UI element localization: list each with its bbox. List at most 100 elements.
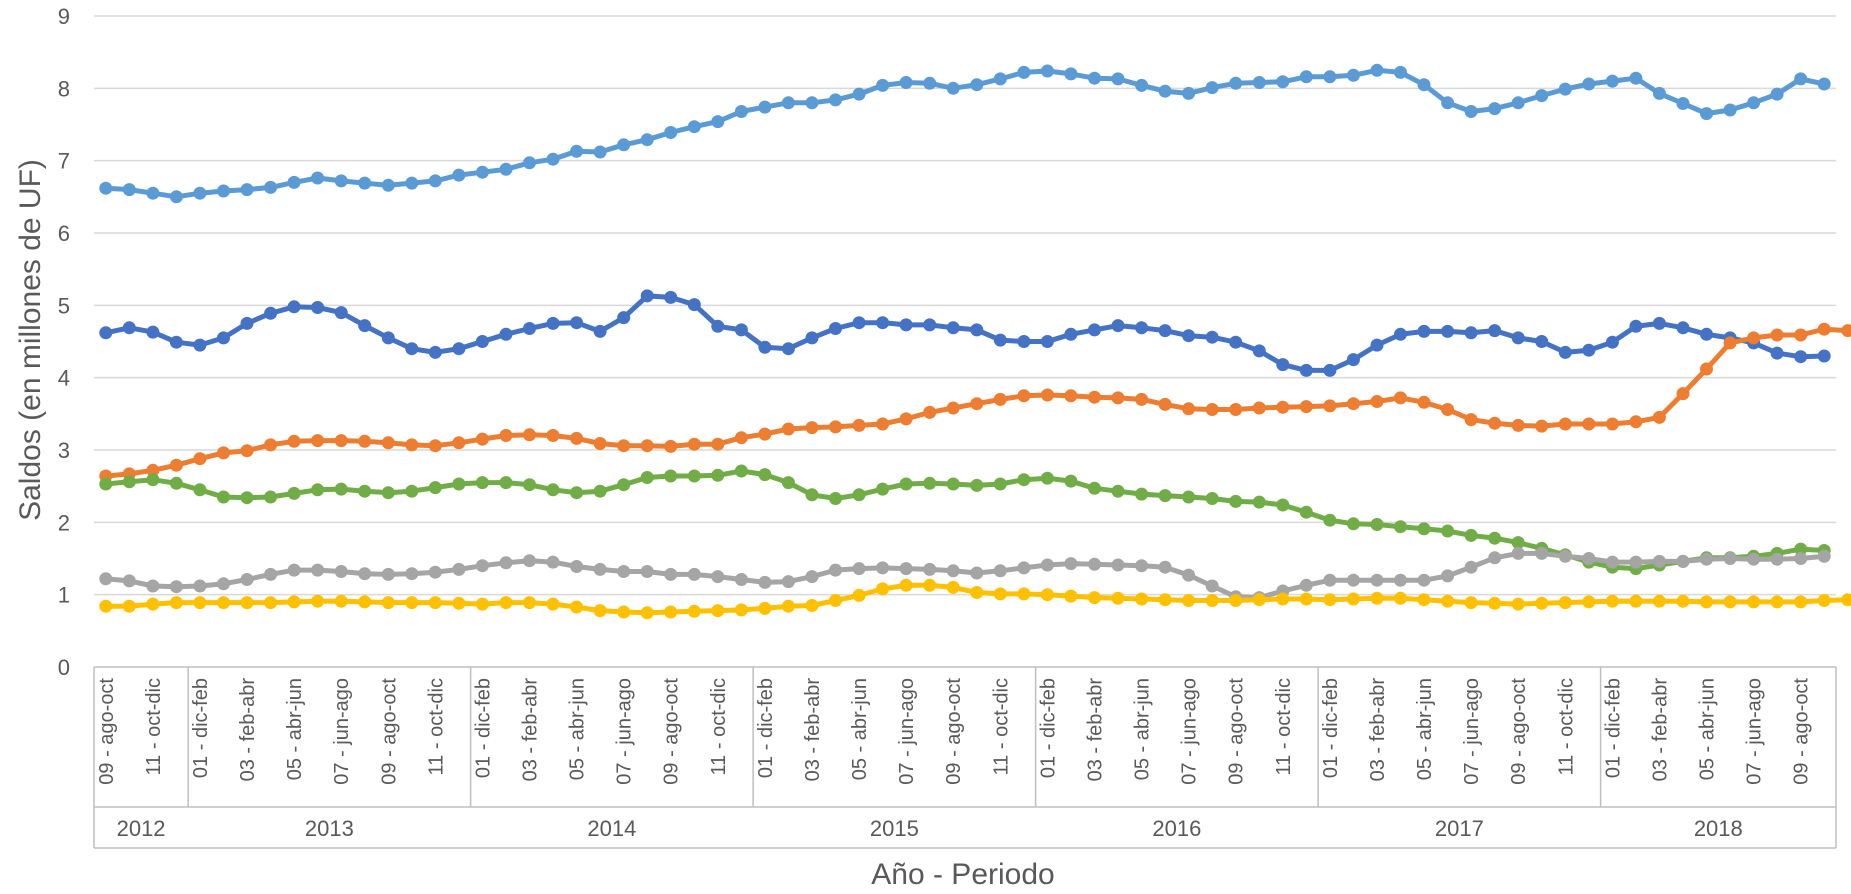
x-tick-label: 05 - abr-jun — [1697, 678, 1719, 780]
data-point — [1229, 76, 1243, 90]
x-tick-label: 07 - jun-ago — [331, 678, 353, 785]
data-point — [664, 126, 678, 139]
data-point — [664, 567, 678, 581]
data-point — [829, 93, 842, 107]
data-point — [1299, 70, 1313, 84]
data-point — [475, 165, 489, 179]
data-point — [781, 599, 795, 613]
data-point — [1111, 391, 1125, 405]
data-point — [758, 100, 772, 114]
data-point — [640, 471, 654, 484]
data-point — [1605, 335, 1619, 349]
data-point — [617, 605, 631, 619]
data-point — [1040, 64, 1054, 78]
data-point — [523, 156, 536, 170]
data-point — [1040, 558, 1054, 572]
x-tick-label: 07 - jun-ago — [896, 678, 918, 785]
data-point — [664, 290, 678, 304]
data-point — [687, 298, 701, 312]
data-point — [240, 316, 254, 330]
data-point — [1370, 591, 1384, 605]
series-6 — [99, 578, 1851, 620]
data-point — [1017, 389, 1031, 403]
data-point — [1111, 72, 1125, 86]
data-point — [687, 437, 701, 451]
data-point — [1723, 552, 1737, 565]
data-point — [899, 412, 913, 426]
data-point — [1252, 76, 1266, 89]
data-point — [1441, 524, 1455, 538]
x-tick-label: 03 - feb-abr — [1367, 678, 1389, 782]
data-point — [946, 564, 960, 578]
x-tick-label: 01 - dic-feb — [472, 678, 494, 778]
data-point — [1064, 67, 1078, 81]
data-point — [1205, 81, 1219, 95]
x-tick-label: 11 - oct-dic — [1273, 678, 1295, 775]
data-point — [193, 596, 207, 610]
data-point — [311, 563, 325, 577]
data-point — [1394, 573, 1407, 587]
data-point — [1346, 592, 1360, 606]
data-point — [899, 578, 913, 592]
data-point — [1417, 593, 1431, 607]
data-point — [99, 326, 113, 340]
data-point — [1135, 559, 1149, 573]
data-point — [264, 306, 278, 320]
data-point — [381, 436, 395, 450]
data-point — [1394, 391, 1407, 405]
data-point — [193, 579, 207, 593]
x-tick-label: 09 - ago-oct — [378, 678, 400, 785]
data-point — [1488, 102, 1502, 116]
data-point — [311, 594, 325, 608]
year-label: 2017 — [1435, 816, 1484, 841]
x-tick-label: 09 - ago-oct — [1508, 678, 1530, 785]
data-point — [122, 599, 136, 613]
data-point — [1535, 546, 1549, 560]
data-point — [852, 562, 866, 576]
data-point — [499, 476, 513, 490]
data-point — [311, 483, 325, 497]
data-point — [593, 324, 607, 338]
data-point — [876, 316, 890, 330]
data-point — [1535, 596, 1549, 610]
data-point — [452, 342, 466, 356]
data-point — [358, 434, 372, 448]
data-point — [334, 565, 348, 578]
data-point — [640, 289, 654, 303]
data-point — [1299, 400, 1313, 414]
data-point — [1182, 568, 1196, 582]
series-1 — [99, 63, 1831, 204]
data-point — [334, 306, 348, 320]
data-point — [805, 599, 819, 612]
data-point — [546, 429, 560, 442]
data-point — [687, 469, 701, 483]
data-point — [334, 594, 348, 608]
data-point — [899, 318, 913, 332]
data-point — [169, 580, 183, 594]
data-point — [1394, 65, 1407, 79]
data-point — [264, 596, 278, 610]
x-tick-label: 03 - feb-abr — [237, 678, 259, 782]
data-point — [1535, 419, 1549, 433]
data-point — [311, 434, 325, 448]
data-point — [1346, 517, 1360, 531]
data-point — [617, 565, 631, 578]
data-point — [169, 458, 183, 472]
data-point — [1817, 594, 1831, 607]
data-point — [1629, 319, 1643, 333]
x-tick-label: 01 - dic-feb — [1320, 678, 1342, 778]
data-point — [499, 596, 513, 610]
data-point — [217, 446, 230, 460]
data-point — [829, 492, 842, 505]
data-point — [876, 561, 890, 575]
data-point — [993, 333, 1007, 347]
data-point — [405, 567, 419, 581]
data-point — [240, 183, 254, 197]
data-point — [1346, 397, 1360, 411]
data-point — [1511, 96, 1525, 110]
data-point — [1252, 401, 1266, 415]
data-point — [829, 420, 842, 434]
x-tick-label: 05 - abr-jun — [1414, 678, 1436, 780]
data-point — [1488, 416, 1502, 430]
data-point — [758, 601, 772, 615]
